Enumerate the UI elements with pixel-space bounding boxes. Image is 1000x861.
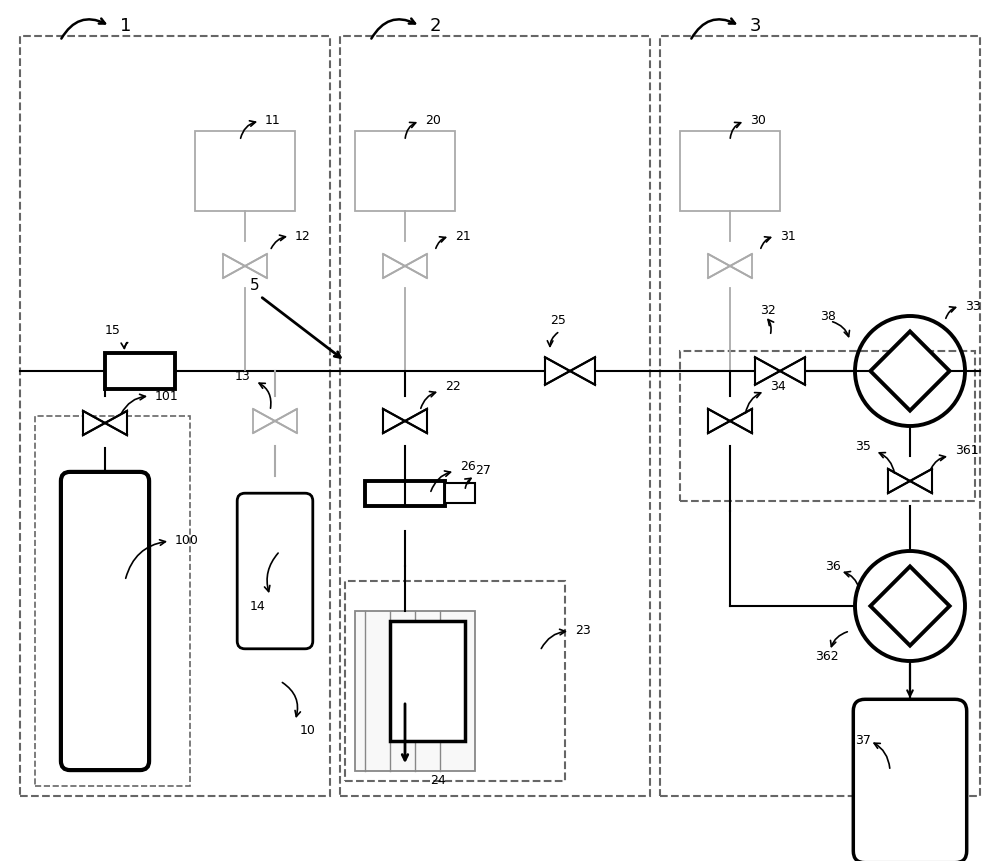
Text: 33: 33 (965, 300, 981, 313)
Bar (660, 36, 980, 796)
Bar (355, 611, 475, 771)
Text: 32: 32 (760, 305, 776, 318)
Text: 25: 25 (550, 314, 566, 327)
Text: 38: 38 (820, 309, 836, 323)
Text: 5: 5 (250, 278, 260, 294)
Polygon shape (870, 567, 950, 646)
Polygon shape (780, 357, 805, 385)
Text: 361: 361 (955, 444, 979, 457)
Text: 30: 30 (750, 115, 766, 127)
Polygon shape (245, 254, 267, 278)
Polygon shape (383, 254, 405, 278)
Bar (105, 353, 175, 389)
Bar (390, 621, 465, 741)
Polygon shape (275, 409, 297, 433)
Bar (195, 131, 295, 211)
Text: 20: 20 (425, 115, 441, 127)
Polygon shape (223, 254, 245, 278)
Text: 26: 26 (460, 460, 476, 473)
Text: 35: 35 (855, 439, 871, 453)
Polygon shape (570, 357, 595, 385)
Text: 100: 100 (175, 535, 199, 548)
Text: 362: 362 (815, 649, 839, 662)
Polygon shape (888, 469, 910, 493)
Polygon shape (730, 254, 752, 278)
Text: 11: 11 (265, 115, 281, 127)
Text: 34: 34 (770, 380, 786, 393)
Bar (340, 36, 650, 796)
Polygon shape (253, 409, 275, 433)
Text: 37: 37 (855, 734, 871, 747)
Polygon shape (730, 409, 752, 433)
FancyBboxPatch shape (853, 699, 967, 861)
FancyBboxPatch shape (61, 472, 149, 770)
Text: 101: 101 (155, 389, 179, 402)
Polygon shape (870, 331, 950, 411)
Text: 36: 36 (825, 560, 841, 573)
Text: 23: 23 (575, 624, 591, 637)
Polygon shape (405, 254, 427, 278)
Text: 27: 27 (475, 464, 491, 478)
Text: 22: 22 (445, 380, 461, 393)
Polygon shape (708, 409, 730, 433)
Polygon shape (405, 409, 427, 433)
Text: 1: 1 (120, 17, 131, 35)
Text: 15: 15 (105, 325, 121, 338)
Polygon shape (105, 411, 127, 435)
Text: 12: 12 (295, 230, 311, 243)
Bar (345, 581, 565, 781)
Text: 10: 10 (300, 724, 316, 738)
Text: 14: 14 (250, 599, 266, 612)
FancyBboxPatch shape (237, 493, 313, 649)
Polygon shape (383, 409, 405, 433)
Bar (365, 481, 445, 506)
Text: 13: 13 (235, 369, 251, 382)
Text: 2: 2 (430, 17, 442, 35)
Bar (680, 351, 975, 501)
Bar (680, 131, 780, 211)
Bar (355, 131, 455, 211)
Polygon shape (545, 357, 570, 385)
Polygon shape (755, 357, 780, 385)
Text: 21: 21 (455, 230, 471, 243)
Polygon shape (910, 469, 932, 493)
Polygon shape (708, 254, 730, 278)
Bar (35, 416, 190, 786)
Bar (20, 36, 330, 796)
Polygon shape (83, 411, 105, 435)
Text: 3: 3 (750, 17, 762, 35)
Text: 24: 24 (430, 775, 446, 788)
Bar (445, 483, 475, 503)
Text: 31: 31 (780, 230, 796, 243)
